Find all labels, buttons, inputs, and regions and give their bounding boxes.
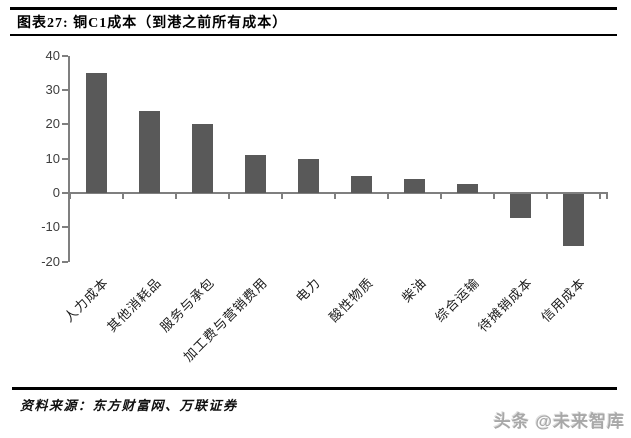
y-axis-tick [62, 88, 68, 91]
x-axis-tick [122, 194, 124, 199]
y-tick-label: 30 [45, 81, 60, 97]
bar [139, 110, 160, 193]
x-axis-tick [69, 194, 71, 199]
bar [351, 175, 372, 193]
y-axis-tick [62, 123, 68, 126]
top-rule [10, 7, 617, 10]
bar [563, 194, 584, 246]
x-category-label: 待摊销成本 [475, 274, 536, 335]
bar [245, 155, 266, 193]
bar [192, 124, 213, 193]
y-tick-label: 10 [45, 150, 60, 166]
x-category-label: 酸性物质 [326, 274, 377, 325]
y-tick-label: -10 [41, 219, 60, 235]
bar [298, 158, 319, 193]
x-axis-tick [546, 194, 548, 199]
x-axis-tick [334, 194, 336, 199]
x-axis-tick [440, 194, 442, 199]
x-category-label: 信用成本 [538, 274, 589, 325]
figure-title: 图表27: 铜C1成本（到港之前所有成本） [17, 16, 288, 31]
y-axis-tick [62, 226, 68, 229]
x-axis-tick [493, 194, 495, 199]
bar [86, 72, 107, 193]
y-tick-label: -20 [41, 253, 60, 269]
x-axis-tick [228, 194, 230, 199]
y-tick-label: 20 [45, 116, 60, 132]
y-axis-tick [62, 157, 68, 160]
x-axis-tick [387, 194, 389, 199]
bar [457, 184, 478, 193]
bar [510, 194, 531, 219]
y-tick-label: 0 [52, 185, 60, 200]
x-axis-tick [175, 194, 177, 199]
y-axis-tick [62, 54, 68, 57]
bar [404, 179, 425, 193]
x-axis-end-tick [606, 194, 608, 199]
x-category-label: 电力 [293, 274, 324, 306]
y-axis-tick [62, 260, 68, 263]
y-axis [68, 55, 70, 262]
x-category-label: 柴油 [399, 274, 430, 306]
footer-rule [12, 387, 617, 390]
x-category-label: 其他消耗品 [104, 274, 165, 335]
source-note: 资料来源：东方财富网、万联证券 [20, 398, 238, 413]
x-axis [70, 192, 608, 194]
x-axis-tick [281, 194, 283, 199]
watermark: 头条 @未来智库 [493, 412, 625, 431]
x-axis-tick [599, 194, 601, 199]
y-axis-tick [62, 192, 68, 194]
title-rule [10, 34, 617, 36]
y-tick-label: 40 [45, 47, 60, 63]
